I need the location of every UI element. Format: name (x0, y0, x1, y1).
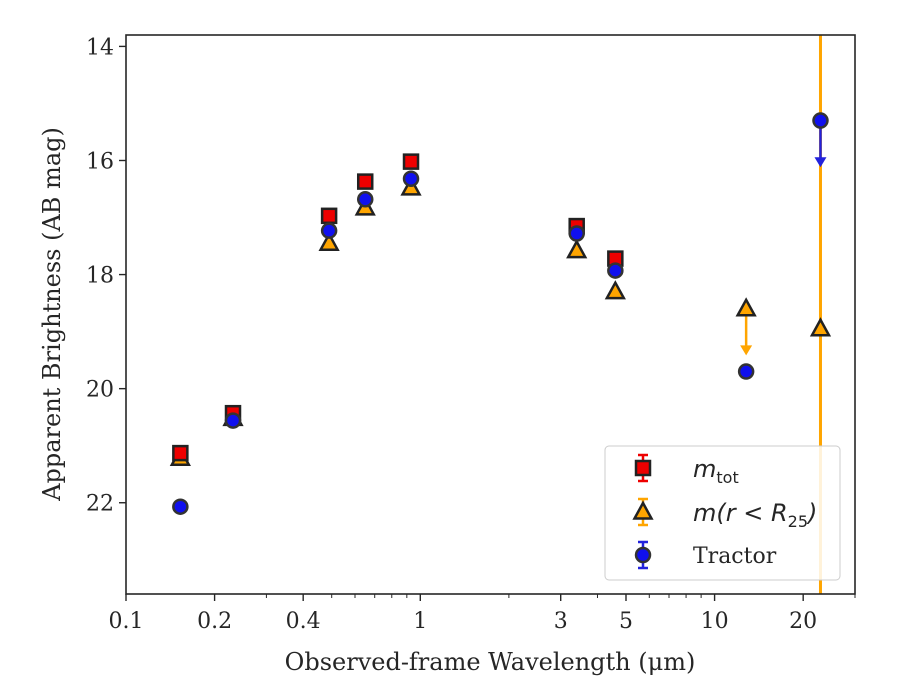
data-point-circle (812, 112, 829, 129)
data-point-triangle (604, 280, 626, 300)
legend-symbol (634, 546, 652, 564)
x-axis-title: Observed-frame Wavelength (μm) (285, 648, 696, 676)
legend-label-m-tot: m (693, 455, 716, 483)
x-tick-label: 3 (554, 609, 568, 634)
svg-text:mtot: mtot (693, 455, 739, 487)
y-tick-label: 20 (86, 378, 114, 403)
legend-sub-m-r25: 25 (788, 512, 808, 531)
x-tick-label: 20 (789, 609, 817, 634)
upper-limit-arrow-head (740, 345, 753, 356)
data-point-circle (737, 363, 755, 380)
data-point-circle (568, 225, 585, 242)
y-tick-label: 18 (86, 264, 114, 289)
y-tick-label: 14 (86, 35, 114, 60)
data-point-square (172, 444, 189, 462)
data-point-circle (356, 191, 374, 208)
legend-marker-square (634, 453, 652, 483)
x-tick-label: 10 (701, 609, 729, 634)
upper-limit-arrow-head (814, 157, 827, 168)
data-point-circle (607, 262, 624, 279)
marks-layer (169, 35, 832, 594)
legend-marker-triangle (632, 497, 654, 527)
x-tick-label: 0.1 (109, 609, 144, 634)
data-point-triangle (318, 231, 340, 251)
legend-suffix-m-r25: ) (806, 499, 817, 527)
data-point-square (356, 173, 374, 190)
y-axis-title: Apparent Brightness (AB mag) (38, 127, 66, 502)
legend: mtot m(r < R25) Tractor (604, 445, 841, 581)
x-tick-label: 5 (619, 609, 633, 634)
legend-entry-m-r25: m(r < R25) (632, 497, 817, 531)
legend-entry-m-tot: mtot (634, 453, 739, 487)
legend-box (604, 445, 841, 581)
y-axis: 14 16 18 20 22 (86, 35, 126, 517)
data-point-circle (320, 222, 338, 239)
data-point-circle (402, 170, 420, 187)
plot-frame (125, 34, 856, 595)
data-point-square (320, 207, 338, 225)
legend-entry-tractor: Tractor (634, 540, 777, 570)
data-point-square (402, 153, 420, 170)
x-tick-label: 0.2 (197, 609, 232, 634)
svg-text:m(r < R25): m(r < R25) (693, 499, 817, 531)
data-point-triangle (735, 297, 757, 317)
x-tick-label: 0.4 (286, 609, 321, 634)
data-point-circle (172, 498, 189, 515)
legend-label-tractor: Tractor (693, 544, 777, 569)
y-tick-label: 22 (86, 492, 114, 517)
y-tick-label: 16 (86, 149, 114, 174)
legend-symbol (632, 500, 654, 520)
data-point-triangle (809, 317, 832, 337)
data-point-triangle (566, 239, 588, 259)
x-tick-label: 1 (413, 609, 427, 634)
data-point-circle (224, 412, 242, 429)
legend-sub-m-tot: tot (716, 468, 738, 487)
legend-marker-circle (634, 540, 652, 570)
legend-label-m-r25: m(r < R (693, 499, 788, 527)
x-axis: 0.1 0.2 0.4 1 3 5 10 20 (109, 594, 856, 634)
legend-symbol (634, 459, 652, 477)
